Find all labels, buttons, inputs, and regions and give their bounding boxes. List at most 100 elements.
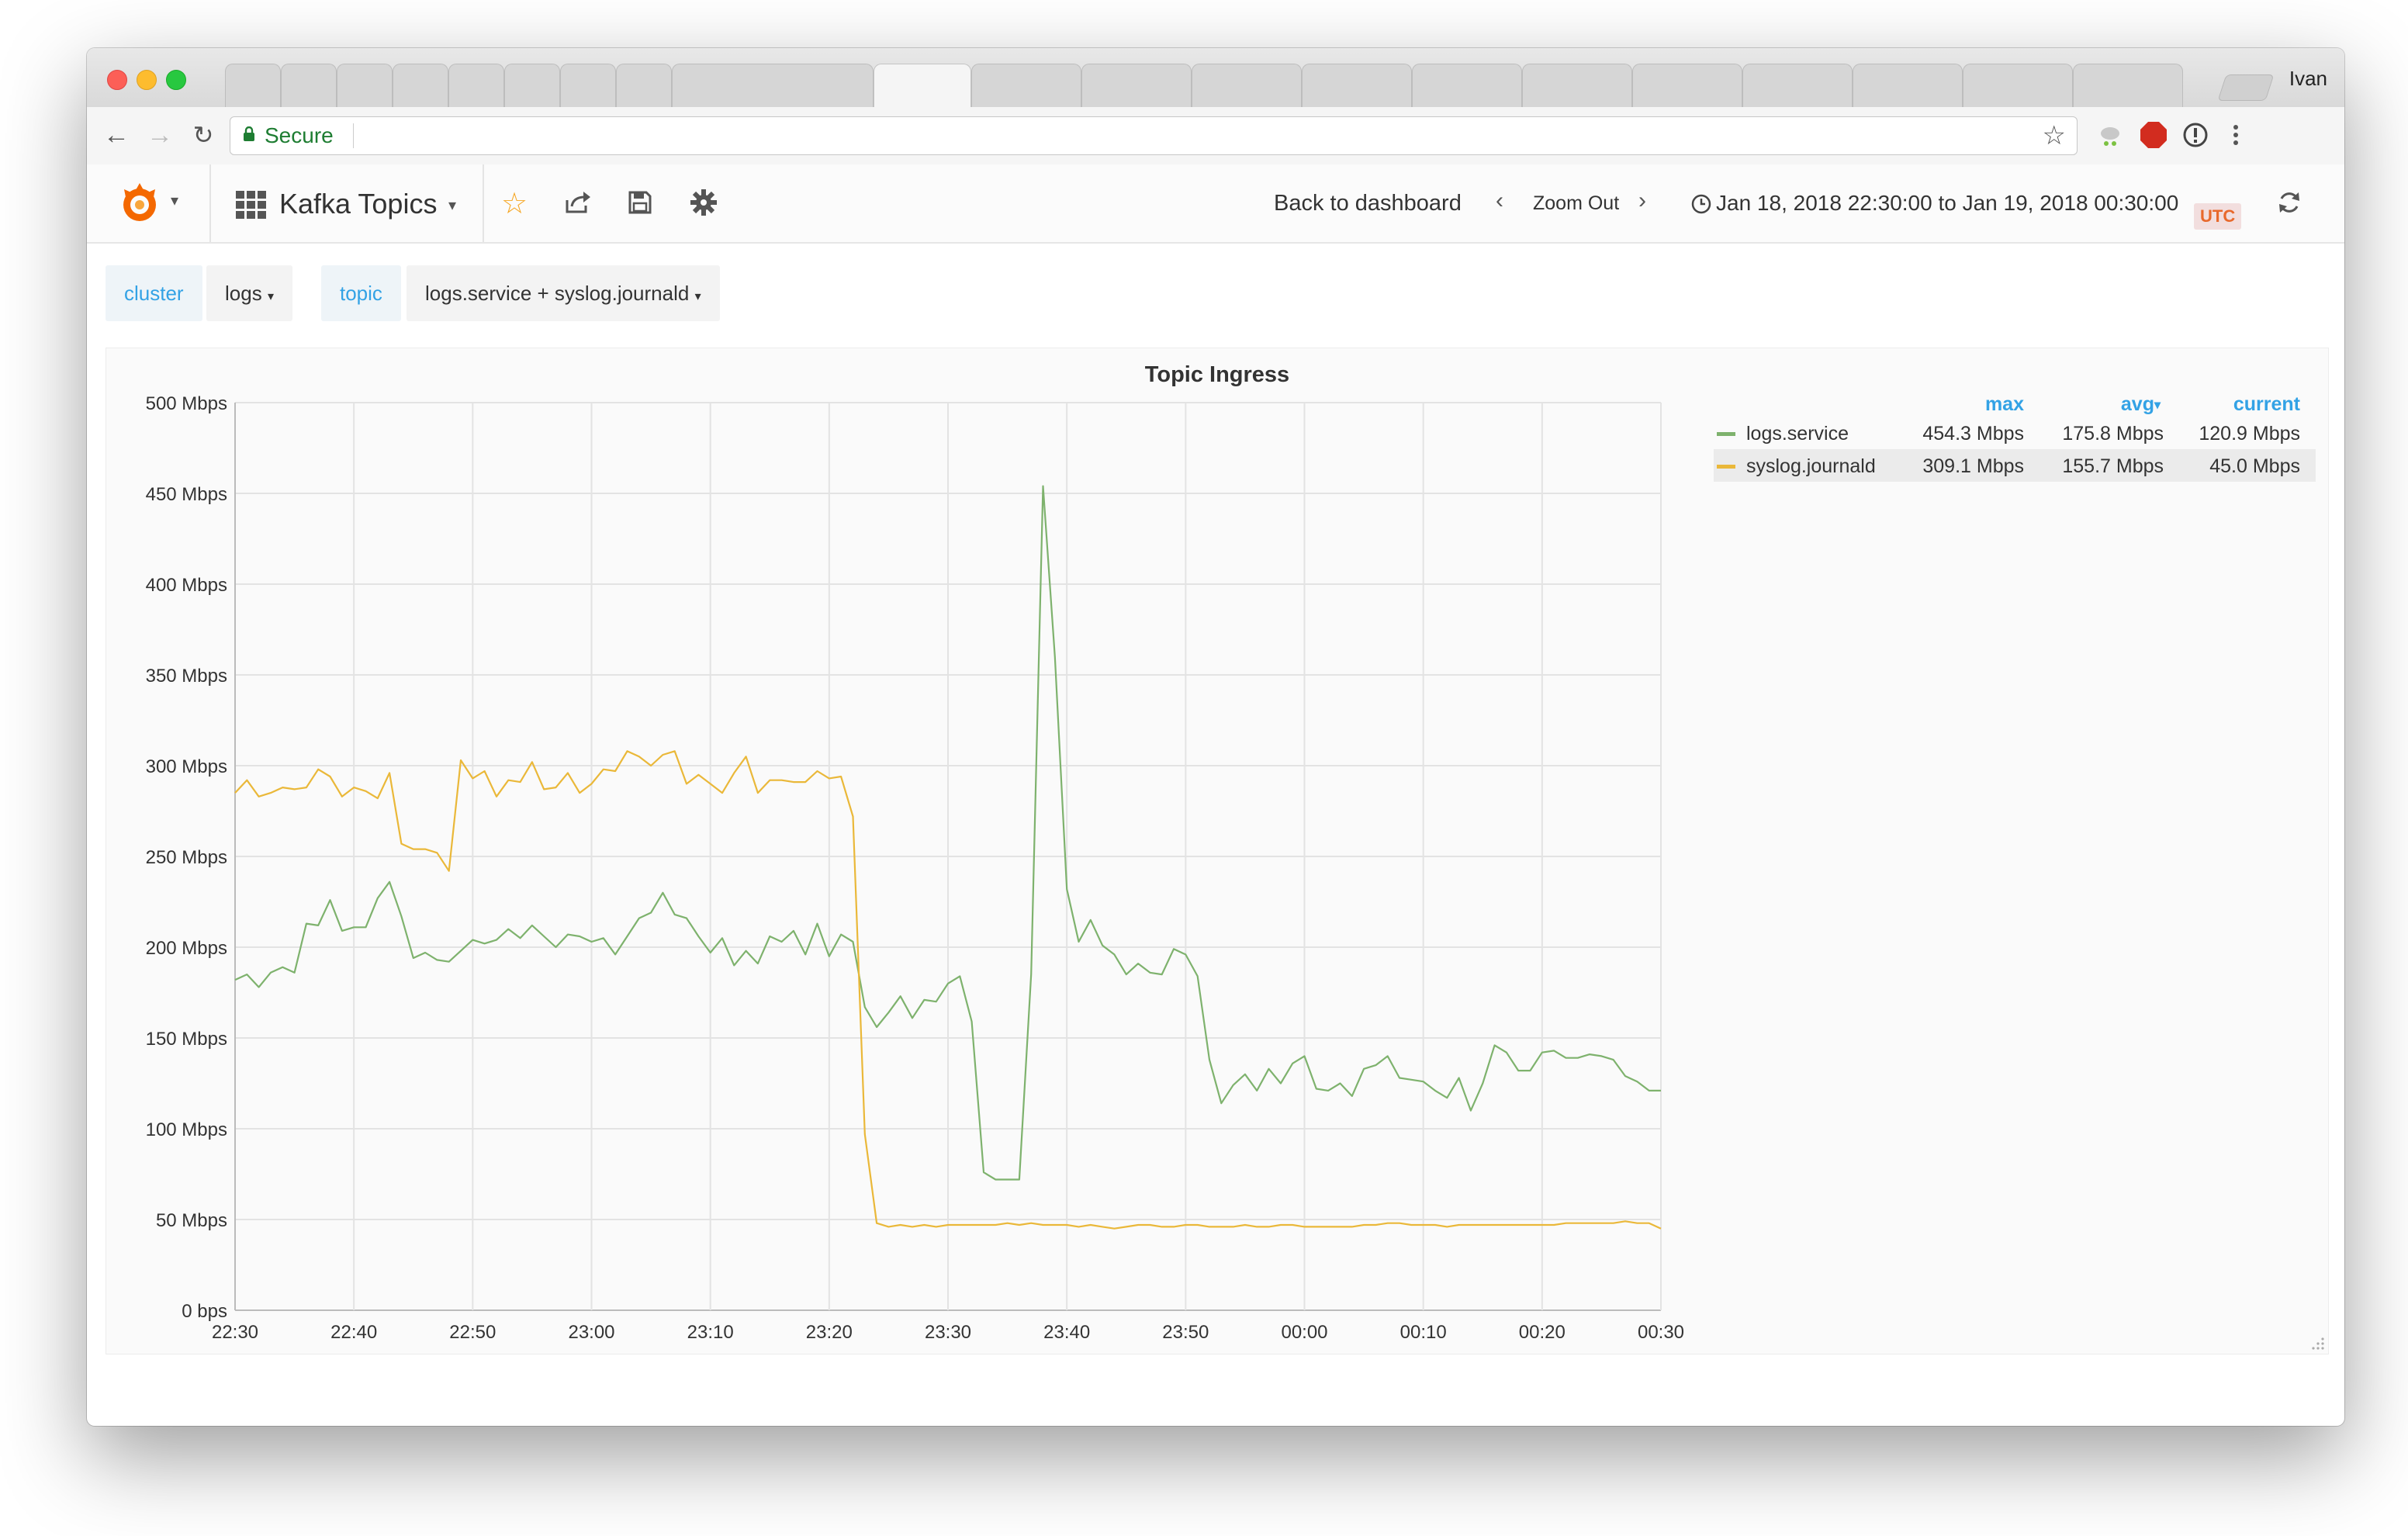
x-tick-label: 22:30 xyxy=(212,1322,258,1343)
browser-tab[interactable] xyxy=(1853,64,1963,108)
refresh-icon[interactable] xyxy=(2278,191,2301,214)
browser-tab[interactable] xyxy=(1632,64,1742,108)
browser-tab[interactable] xyxy=(1302,64,1412,108)
browser-tab[interactable] xyxy=(1522,64,1632,108)
browser-tab[interactable] xyxy=(672,64,874,108)
y-tick-label: 50 Mbps xyxy=(156,1210,227,1231)
variable-dropdown-cluster[interactable]: logs ▾ xyxy=(206,265,292,321)
browser-tab[interactable] xyxy=(225,64,281,108)
profile-name[interactable]: Ivan xyxy=(2289,67,2327,90)
browser-tab[interactable] xyxy=(448,64,504,108)
tab-strip xyxy=(225,64,2214,108)
legend-header-max[interactable]: max xyxy=(1984,393,2024,415)
reload-icon[interactable]: ↻ xyxy=(192,121,214,149)
adblock-extension-icon[interactable] xyxy=(2140,121,2168,149)
browser-tab[interactable] xyxy=(393,64,448,108)
zoom-out-button[interactable]: Zoom Out xyxy=(1533,192,1620,214)
x-tick-label: 23:00 xyxy=(568,1322,614,1343)
legend-max-value: 454.3 Mbps xyxy=(1922,423,2024,445)
browser-tab[interactable] xyxy=(2073,64,2183,108)
bookmark-star-icon[interactable]: ☆ xyxy=(2042,121,2066,150)
clock-icon xyxy=(1691,194,1711,214)
panel-title[interactable]: Topic Ingress xyxy=(1144,362,1290,387)
close-window-button[interactable] xyxy=(107,70,127,90)
legend-color-swatch[interactable] xyxy=(1717,432,1735,436)
info-extension-icon[interactable] xyxy=(2181,121,2209,149)
browser-tab[interactable] xyxy=(1742,64,1853,108)
browser-tab[interactable] xyxy=(616,64,672,108)
line-chart[interactable]: 0 bps 50 Mbps 100 Mbps 150 Mbps 200 Mbps 250 … xyxy=(106,348,1712,1354)
variable-value-topic: logs.service + syslog.journald xyxy=(425,282,690,305)
browser-tab[interactable] xyxy=(281,64,337,108)
weather-extension-icon[interactable] xyxy=(2096,121,2124,149)
legend-header-current[interactable]: current xyxy=(2233,393,2300,415)
legend-header-avg[interactable]: avg xyxy=(2120,393,2154,415)
legend-series-name[interactable]: syslog.journald xyxy=(1746,455,1876,477)
x-tick-label: 22:50 xyxy=(449,1322,496,1343)
panel-resize-handle-icon[interactable] xyxy=(2311,1337,2325,1351)
x-tick-label: 23:20 xyxy=(806,1322,853,1343)
y-tick-label: 250 Mbps xyxy=(146,847,227,868)
time-range-picker[interactable]: Jan 18, 2018 22:30:00 to Jan 19, 2018 00… xyxy=(1716,191,2179,215)
variable-label-topic: topic xyxy=(321,265,401,321)
maximize-window-button[interactable] xyxy=(166,70,186,90)
new-tab-button[interactable] xyxy=(2217,74,2275,101)
caret-down-icon[interactable]: ▾ xyxy=(448,197,457,214)
caret-down-icon: ▾ xyxy=(694,290,701,303)
x-tick-label: 22:40 xyxy=(330,1322,377,1343)
y-tick-label: 150 Mbps xyxy=(146,1029,227,1050)
browser-tab[interactable] xyxy=(971,64,1081,108)
y-tick-label: 100 Mbps xyxy=(146,1119,227,1140)
y-tick-label: 500 Mbps xyxy=(146,393,227,414)
share-icon[interactable] xyxy=(565,191,591,214)
browser-window: Ivan ← → ↻ Secure ☆ xyxy=(87,48,2344,1426)
browser-tab[interactable] xyxy=(560,64,616,108)
navbar-divider xyxy=(209,164,211,242)
dashboard-grid-icon xyxy=(236,191,266,219)
back-to-dashboard-button[interactable]: Back to dashboard xyxy=(1274,191,1462,216)
save-icon[interactable] xyxy=(628,191,652,214)
back-arrow-icon[interactable]: ← xyxy=(103,120,130,150)
legend-avg-value: 155.7 Mbps xyxy=(2062,455,2164,477)
caret-down-icon: ▾ xyxy=(267,290,274,303)
variable-dropdown-topic[interactable]: logs.service + syslog.journald ▾ xyxy=(407,265,720,321)
navbar-divider xyxy=(483,164,484,242)
x-tick-label: 23:30 xyxy=(925,1322,971,1343)
browser-tab[interactable] xyxy=(504,64,560,108)
legend-row[interactable]: logs.service 454.3 Mbps 175.8 Mbps 120.9… xyxy=(1714,417,2316,449)
address-bar[interactable]: Secure ☆ xyxy=(230,116,2078,155)
legend-current-value: 120.9 Mbps xyxy=(2199,423,2300,445)
y-tick-label: 0 bps xyxy=(182,1301,227,1322)
browser-tab[interactable] xyxy=(1192,64,1302,108)
browser-tab[interactable] xyxy=(1963,64,2073,108)
lock-icon xyxy=(244,126,254,141)
secure-label: Secure xyxy=(265,123,334,147)
star-favorite-icon[interactable]: ☆ xyxy=(501,188,528,220)
browser-tab[interactable] xyxy=(337,64,393,108)
variable-label-cluster: cluster xyxy=(106,265,202,321)
omnibox-divider xyxy=(353,123,354,148)
chevron-right-icon[interactable]: › xyxy=(1638,188,1646,213)
browser-tab[interactable] xyxy=(1412,64,1522,108)
x-tick-label: 00:00 xyxy=(1281,1322,1327,1343)
menu-dots-icon[interactable] xyxy=(2222,121,2250,149)
chevron-left-icon[interactable]: ‹ xyxy=(1496,188,1503,213)
y-tick-label: 400 Mbps xyxy=(146,575,227,596)
browser-tab-active[interactable] xyxy=(874,64,971,108)
settings-gear-icon[interactable] xyxy=(690,189,717,216)
sort-caret-icon[interactable]: ▾ xyxy=(2154,399,2161,412)
variable-value-cluster: logs xyxy=(225,282,262,305)
legend-row[interactable]: syslog.journald 309.1 Mbps 155.7 Mbps 45… xyxy=(1714,449,2316,482)
y-tick-label: 350 Mbps xyxy=(146,666,227,687)
browser-toolbar: ← → ↻ Secure ☆ xyxy=(87,107,2344,165)
grafana-logo-icon[interactable] xyxy=(116,180,163,227)
minimize-window-button[interactable] xyxy=(137,70,157,90)
dashboard-title[interactable]: Kafka Topics xyxy=(279,188,438,220)
legend-color-swatch[interactable] xyxy=(1717,465,1735,469)
forward-arrow-icon[interactable]: → xyxy=(147,120,173,150)
timezone-badge: UTC xyxy=(2194,203,2242,230)
caret-down-icon[interactable]: ▾ xyxy=(171,192,179,209)
browser-tab[interactable] xyxy=(1081,64,1192,108)
y-tick-label: 300 Mbps xyxy=(146,756,227,777)
legend-series-name[interactable]: logs.service xyxy=(1746,423,1849,445)
